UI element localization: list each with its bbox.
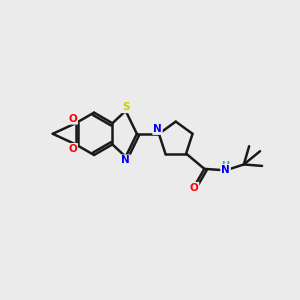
Text: N: N xyxy=(221,165,230,175)
Text: N: N xyxy=(153,124,162,134)
Text: N: N xyxy=(121,155,130,165)
Text: O: O xyxy=(68,144,77,154)
Text: O: O xyxy=(68,114,77,124)
Text: S: S xyxy=(122,102,129,112)
Text: O: O xyxy=(190,183,198,193)
Text: H: H xyxy=(221,160,230,171)
